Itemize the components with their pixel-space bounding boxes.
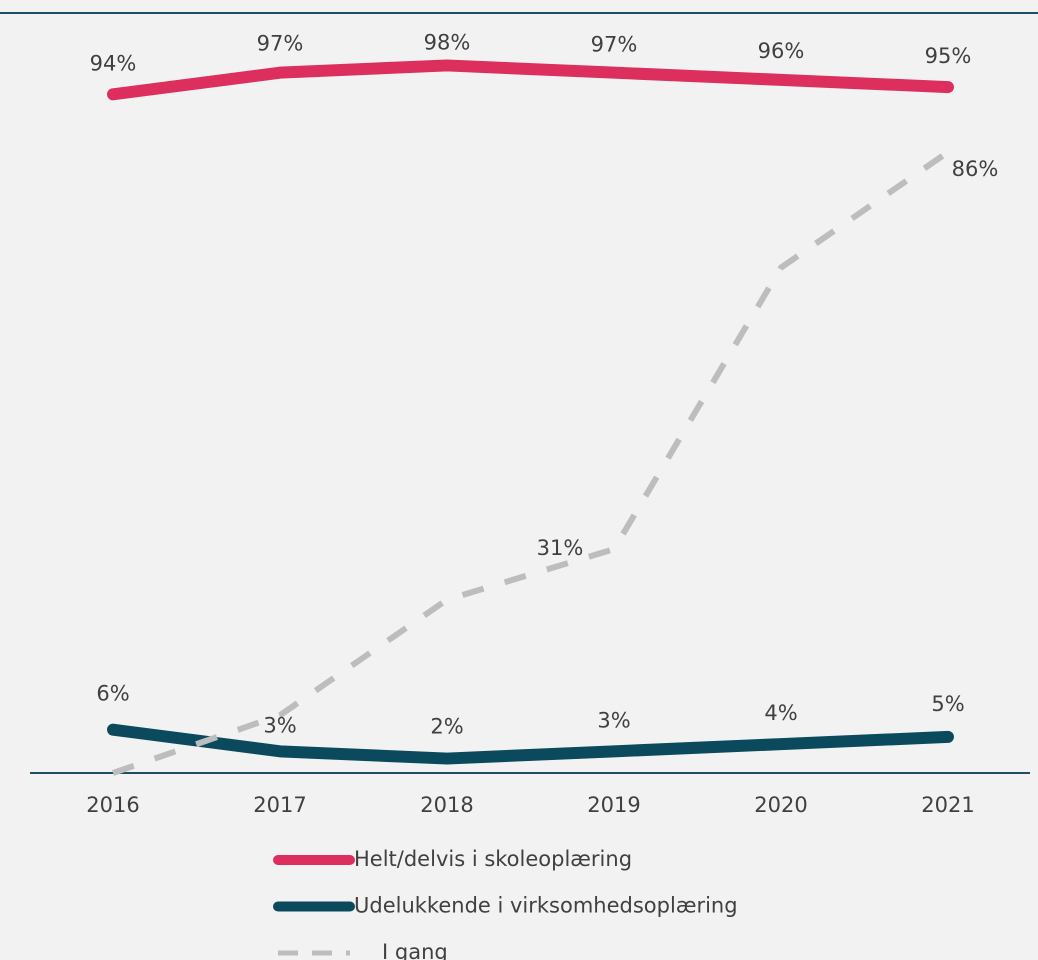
x-tick-label: 2017 [253,793,306,817]
data-label: 98% [424,30,471,54]
x-tick-label: 2021 [921,793,974,817]
data-label: 95% [925,44,972,68]
data-label: 6% [96,682,129,706]
legend-label: Helt/delvis i skoleoplæring [354,847,632,871]
x-tick-label: 2018 [420,793,473,817]
series-line [107,723,954,765]
legend-label: Udelukkende i virksomhedsoplæring [354,894,738,918]
data-label: 4% [764,701,797,725]
data-label: 86% [952,157,999,181]
data-label: 31% [537,536,584,560]
legend-label: I gang [382,940,448,960]
data-label: 94% [90,51,137,75]
x-tick-label: 2019 [587,793,640,817]
data-label: 3% [263,713,296,737]
data-label: 97% [591,33,638,57]
series-line [107,59,954,101]
x-tick-label: 2020 [754,793,807,817]
series-line [112,149,950,776]
data-label: 3% [597,708,630,732]
data-label: 2% [430,715,463,739]
data-label: 96% [758,39,805,63]
data-label: 97% [257,32,304,56]
x-tick-label: 2016 [86,793,139,817]
data-label: 5% [931,692,964,716]
